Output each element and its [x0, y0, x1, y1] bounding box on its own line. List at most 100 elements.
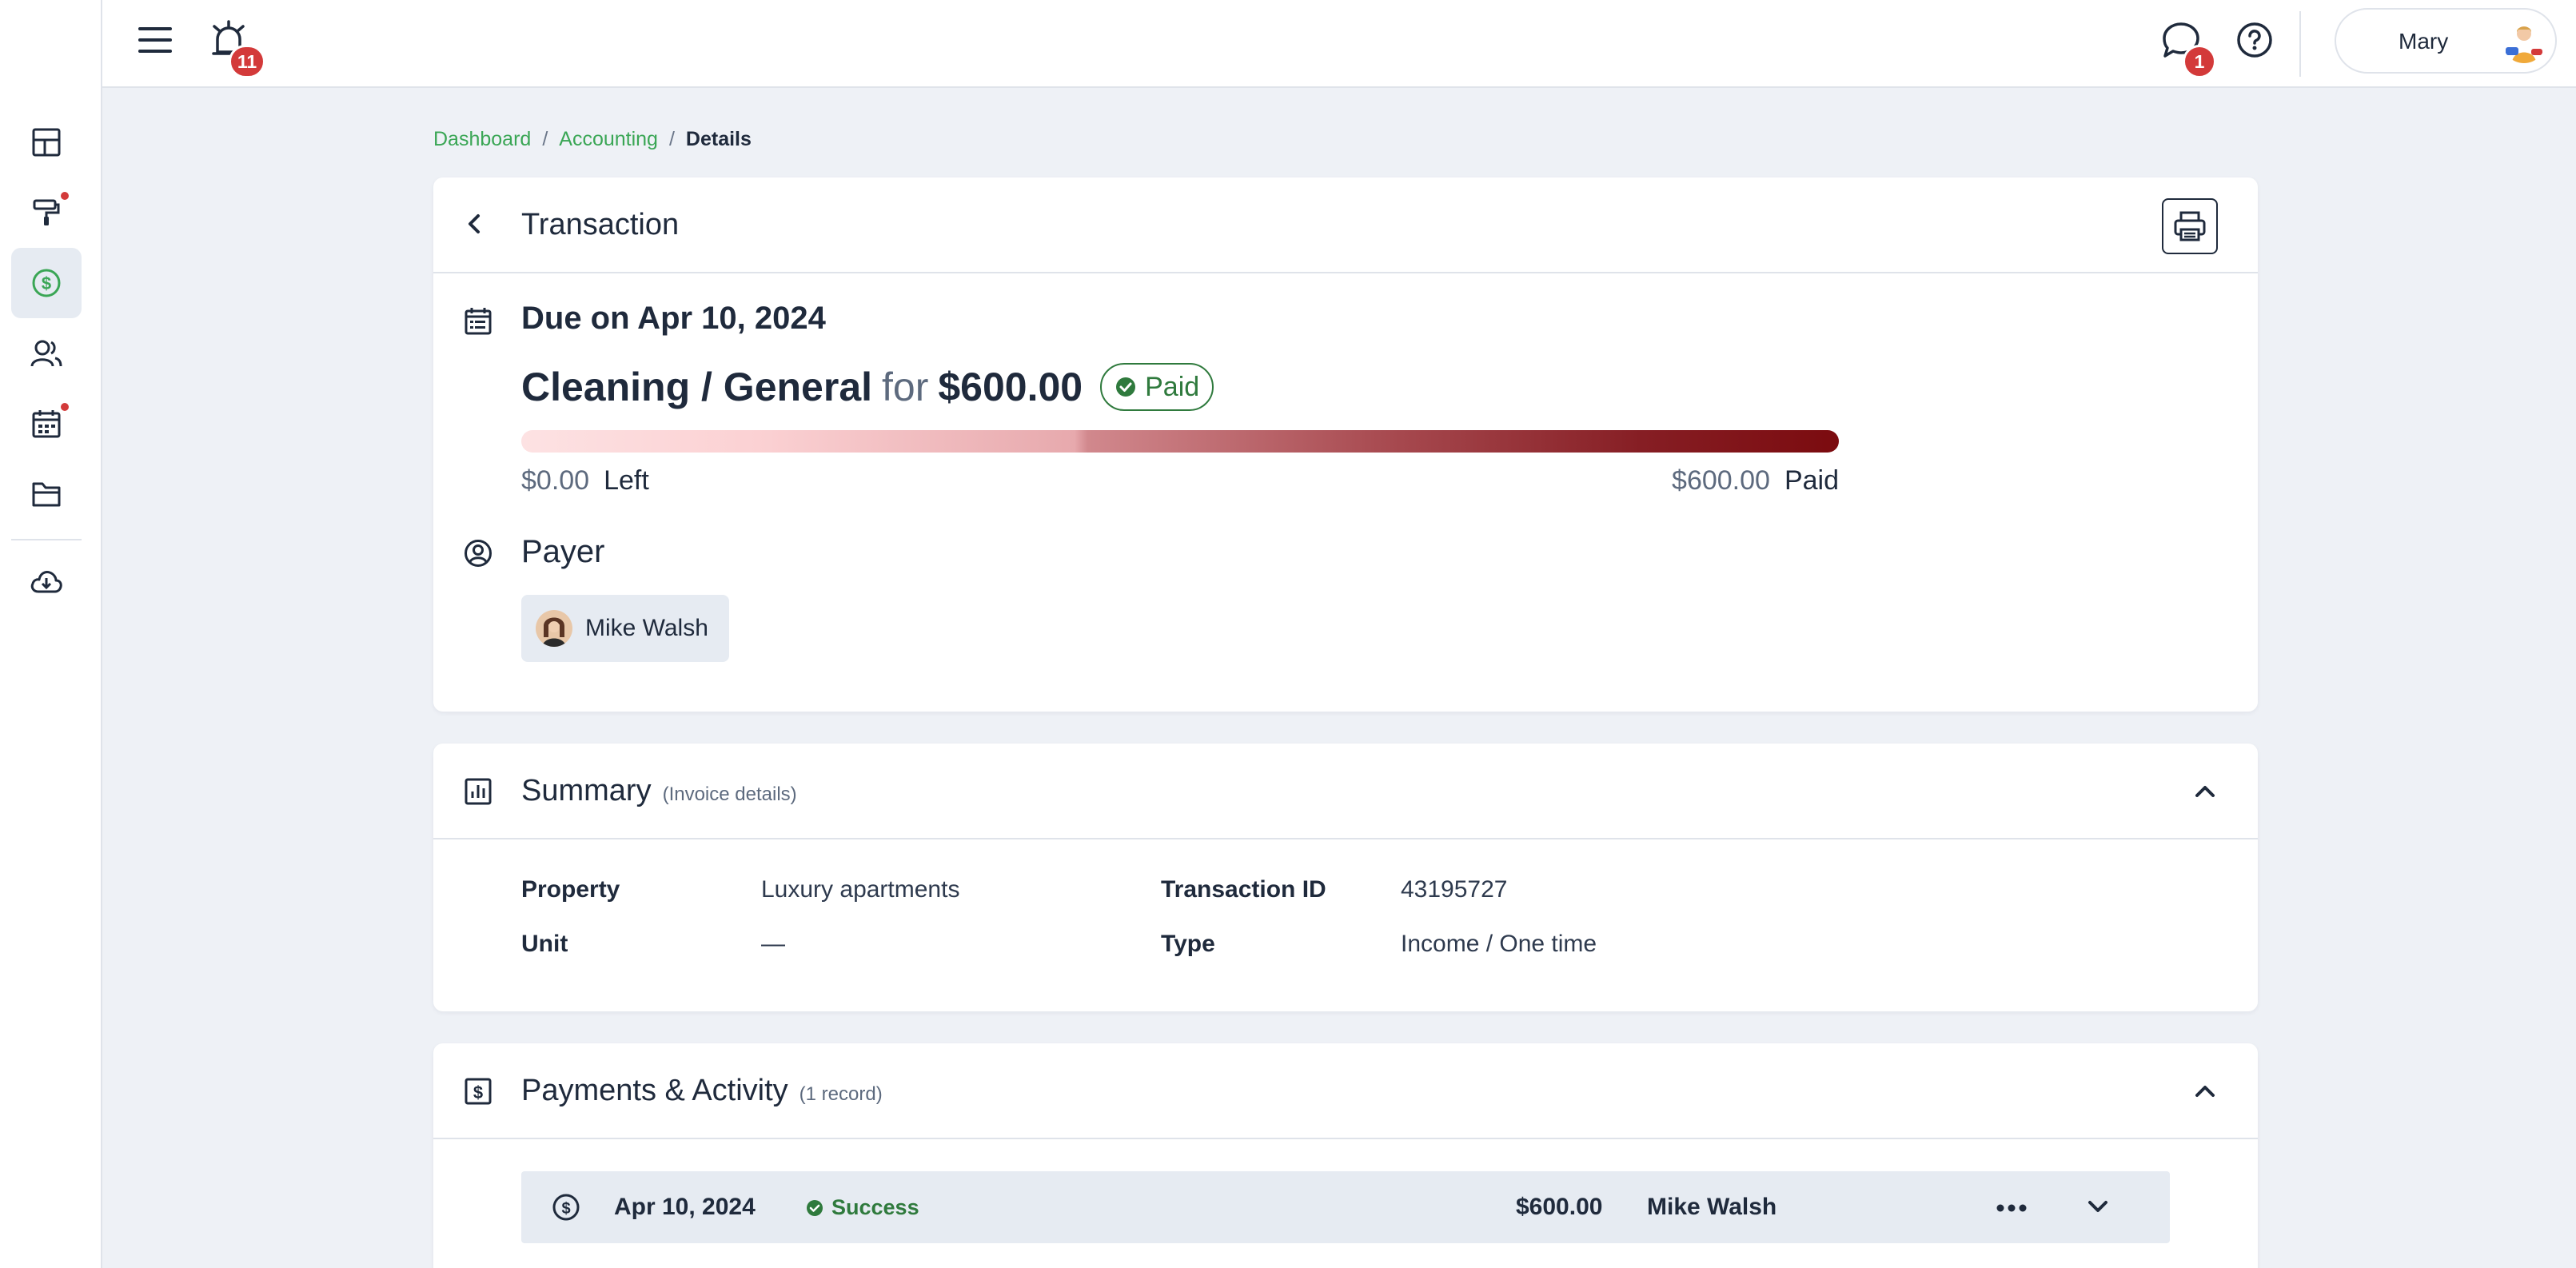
payment-payer: Mike Walsh — [1647, 1194, 1777, 1220]
sidebar-item-maintenance[interactable] — [11, 177, 82, 248]
left-label: Left — [604, 465, 649, 496]
transaction-amount: $600.00 — [938, 365, 1083, 409]
top-bar: 11 1 Mary — [0, 0, 2576, 88]
brand-column — [0, 0, 102, 88]
chevron-down-icon — [2088, 1201, 2107, 1212]
left-amount: $0.00 — [521, 465, 590, 496]
breadcrumb-current: Details — [685, 128, 752, 150]
dollar-circle-icon: $ — [32, 269, 61, 297]
chevron-left-icon — [469, 214, 480, 233]
transaction-category: Cleaning / General — [521, 365, 873, 409]
payments-title: Payments & Activity — [521, 1074, 788, 1107]
property-value: Luxury apartments — [761, 876, 960, 903]
unit-value: — — [761, 931, 785, 957]
calendar-alert-dot — [59, 401, 70, 413]
amount-paid: $600.00 Paid — [1672, 465, 1839, 496]
user-name: Mary — [2399, 29, 2449, 54]
topbar-divider — [2299, 11, 2301, 77]
breadcrumb-separator: / — [668, 128, 675, 150]
notifications-badge: 11 — [229, 45, 265, 78]
cloud-download-icon — [30, 571, 62, 593]
chevron-up-icon — [2195, 786, 2215, 797]
payer-avatar — [536, 610, 572, 647]
dollar-circle-icon: $ — [552, 1193, 580, 1222]
payments-divider — [433, 1138, 2258, 1139]
payments-collapse-button[interactable] — [2189, 1075, 2221, 1107]
chat-bubble-icon[interactable]: 1 — [2159, 18, 2216, 78]
transaction-headline: Cleaning / General for $600.00 Paid — [521, 363, 1214, 411]
type-label: Type — [1161, 931, 1215, 957]
user-menu-button[interactable]: Mary — [2335, 8, 2557, 74]
status-badge-label: Paid — [1145, 371, 1200, 402]
for-word: for — [882, 365, 929, 409]
breadcrumb: Dashboard / Accounting / Details — [433, 128, 752, 151]
paid-amount: $600.00 — [1672, 465, 1770, 496]
card-header-divider — [433, 272, 2258, 273]
people-icon — [30, 340, 62, 367]
breadcrumb-separator: / — [542, 128, 548, 150]
card-title: Transaction — [521, 208, 680, 241]
sidebar-divider — [11, 539, 82, 540]
svg-text:$: $ — [42, 273, 51, 293]
amount-left: $0.00 Left — [521, 465, 649, 496]
more-horizontal-icon — [1996, 1204, 2027, 1212]
summary-card: Summary (Invoice details) Property Luxur… — [433, 744, 2258, 1011]
payments-card: $ Payments & Activity (1 record) $ Apr 1… — [433, 1043, 2258, 1268]
messages-badge: 1 — [2183, 45, 2216, 78]
status-badge: Paid — [1100, 363, 1214, 411]
sidebar-item-accounting[interactable]: $ — [11, 248, 82, 318]
help-circle-icon[interactable] — [2234, 19, 2275, 61]
summary-divider — [433, 838, 2258, 839]
dollar-square-icon: $ — [464, 1077, 492, 1106]
transaction-id-label: Transaction ID — [1161, 876, 1326, 903]
sidebar-item-calendar[interactable] — [11, 389, 82, 459]
payer-heading: Payer — [521, 534, 605, 569]
check-circle-icon — [807, 1199, 823, 1216]
user-circle-icon — [464, 539, 492, 568]
chevron-up-icon — [2195, 1086, 2215, 1097]
menu-icon[interactable] — [134, 19, 176, 61]
paid-label: Paid — [1784, 465, 1839, 496]
row-more-button[interactable] — [1994, 1192, 2029, 1224]
sidebar-item-downloads[interactable] — [11, 547, 82, 617]
maintenance-alert-dot — [59, 190, 70, 201]
breadcrumb-dashboard[interactable]: Dashboard — [433, 128, 532, 150]
user-avatar — [2502, 20, 2546, 63]
summary-title: Summary — [521, 774, 652, 807]
sidebar-item-people[interactable] — [11, 318, 82, 389]
payment-status-label: Success — [831, 1195, 919, 1219]
due-date: Due on Apr 10, 2024 — [521, 301, 826, 336]
paint-roller-icon — [33, 199, 60, 225]
sidebar-item-files[interactable] — [11, 459, 82, 529]
printer-icon — [2174, 211, 2206, 241]
sidebar-item-dashboard[interactable] — [11, 107, 82, 177]
breadcrumb-accounting[interactable]: Accounting — [559, 128, 658, 150]
print-button[interactable] — [2162, 198, 2218, 254]
payer-chip[interactable]: Mike Walsh — [521, 595, 729, 662]
payment-progress-bar — [521, 430, 1839, 453]
calendar-icon — [32, 410, 61, 438]
payments-header: Payments & Activity (1 record) — [521, 1074, 883, 1108]
row-expand-button[interactable] — [2082, 1190, 2114, 1222]
summary-collapse-button[interactable] — [2189, 776, 2221, 807]
property-label: Property — [521, 876, 620, 903]
dashboard-icon — [32, 128, 61, 157]
svg-text:$: $ — [561, 1200, 570, 1218]
back-button[interactable] — [461, 208, 489, 240]
alarm-bell-icon[interactable]: 11 — [205, 18, 265, 78]
sidebar: $ — [0, 88, 102, 1268]
payer-name: Mike Walsh — [585, 615, 708, 641]
payment-date: Apr 10, 2024 — [614, 1194, 756, 1220]
calendar-list-icon — [464, 307, 492, 336]
type-value: Income / One time — [1401, 931, 1597, 957]
folder-icon — [32, 482, 61, 507]
svg-text:$: $ — [473, 1083, 483, 1103]
payment-row[interactable]: $ Apr 10, 2024 Success $600.00 Mike Wals… — [521, 1171, 2170, 1243]
payment-status: Success — [806, 1195, 919, 1220]
summary-header: Summary (Invoice details) — [521, 774, 797, 808]
check-circle-icon — [1116, 377, 1136, 397]
payment-amount: $600.00 — [1516, 1194, 1603, 1220]
unit-label: Unit — [521, 931, 568, 957]
bar-chart-icon — [464, 777, 492, 806]
transaction-id-value: 43195727 — [1401, 876, 1508, 903]
